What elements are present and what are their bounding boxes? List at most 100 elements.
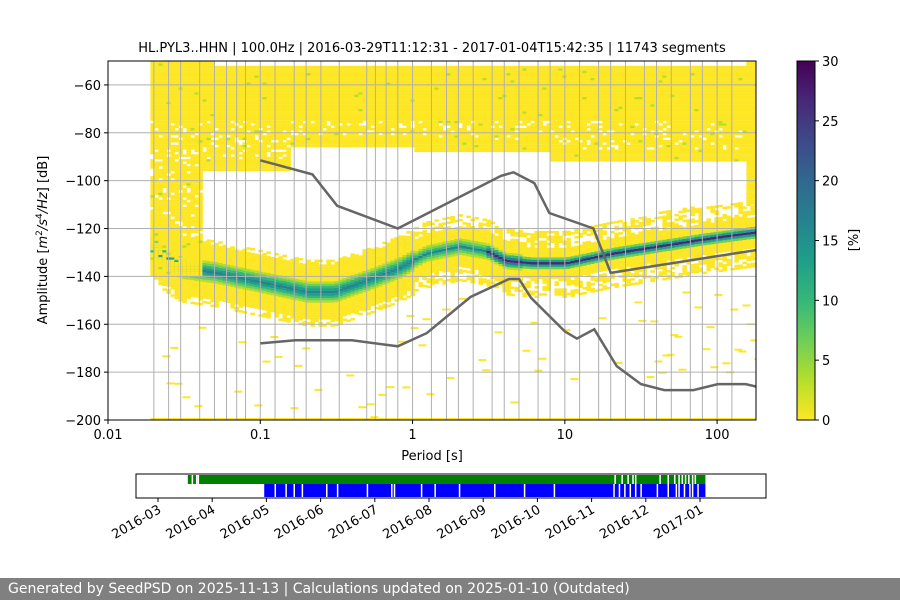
- y-tick-label: −180: [65, 366, 101, 381]
- x-tick-label: 1: [408, 428, 416, 443]
- plot-frame: [107, 60, 757, 421]
- timeline-green-gap: [614, 475, 616, 484]
- footer-text: Generated by SeedPSD on 2025-11-13 | Cal…: [8, 581, 630, 597]
- timeline-blue-bar: [264, 484, 706, 497]
- timeline-tick-label: 2016-12: [597, 502, 652, 542]
- chart-title: HL.PYL3..HHN | 100.0Hz | 2016-03-29T11:1…: [138, 41, 726, 56]
- y-tick-label: −120: [65, 223, 101, 238]
- colorbar-gradient: [796, 60, 816, 421]
- timeline-blue-gap: [689, 484, 691, 497]
- timeline-tick-label: 2016-03: [109, 502, 164, 542]
- timeline-blue-gap: [640, 484, 642, 497]
- y-tick-label: −140: [65, 270, 101, 285]
- timeline-green-gap: [673, 475, 676, 484]
- x-tick-label: 0.01: [94, 428, 123, 443]
- timeline-tick-label: 2016-09: [435, 502, 490, 542]
- timeline-blue-gap: [393, 484, 396, 497]
- timeline-green-gap: [627, 475, 629, 484]
- timeline-blue-gap: [613, 484, 615, 497]
- timeline-green-gap: [678, 475, 680, 484]
- psd-plot-area: 0.01 0.1 1 10 100 −60 −80 −100 −120 −140 −160 −180…: [35, 60, 757, 464]
- timeline-blue-gap: [293, 484, 295, 497]
- timeline-green-gap: [691, 475, 694, 484]
- timeline-blue-gap: [667, 484, 669, 497]
- timeline-green-gap: [632, 475, 634, 484]
- psd-figure: HL.PYL3..HHN | 100.0Hz | 2016-03-29T11:1…: [35, 41, 862, 543]
- y-axis-label: Amplitude [m2/s4/Hz] [dB]: [35, 156, 51, 325]
- timeline-green-gap: [694, 475, 697, 484]
- y-tick-label: −80: [74, 127, 101, 142]
- timeline-green-gap: [197, 475, 200, 484]
- timeline-green-gap: [191, 475, 194, 484]
- timeline-blue-gap: [391, 484, 393, 497]
- timeline-blue-gap: [656, 484, 659, 497]
- timeline-blue-gap: [458, 484, 461, 497]
- timeline-blue-gap: [683, 484, 686, 497]
- timeline-ticks: 2016-03 2016-04 2016-05 2016-06 2016-07 2016-…: [109, 498, 706, 543]
- timeline-blue-gap: [523, 484, 526, 497]
- colorbar-tick-label: 30: [822, 55, 839, 70]
- period-gridlines: [153, 61, 733, 420]
- timeline-tick-label: 2016-10: [489, 502, 544, 542]
- footer-status-bar: Generated by SeedPSD on 2025-11-13 | Cal…: [0, 578, 900, 600]
- colorbar-tick-label: 5: [822, 354, 830, 369]
- timeline-blue-gap: [336, 484, 339, 497]
- timeline-green-gap: [659, 475, 661, 484]
- colorbar: 0 5 10 15 20 25 30 [%]: [796, 55, 862, 429]
- timeline-blue-gap: [366, 484, 369, 497]
- timeline-blue-gap: [634, 484, 637, 497]
- y-tick-label: −60: [74, 79, 101, 94]
- x-tick-label: 10: [557, 428, 574, 443]
- y-tick-label: −160: [65, 318, 101, 333]
- timeline-blue-gap: [697, 484, 699, 497]
- timeline-blue-gap: [629, 484, 632, 497]
- timeline-blue-gap: [301, 484, 304, 497]
- timeline-frame-outline: [135, 473, 767, 499]
- colorbar-tick-label: 10: [822, 294, 839, 309]
- timeline-tick-label: 2016-04: [164, 502, 219, 542]
- timeline-green-gap: [621, 475, 623, 484]
- colorbar-ticks: 0 5 10 15 20 25 30: [815, 55, 839, 429]
- colorbar-tick-label: 25: [822, 115, 839, 130]
- timeline-blue-gap: [494, 484, 496, 497]
- y-axis-ticks: −60 −80 −100 −120 −140 −160 −180 −200: [65, 79, 108, 429]
- timeline-blue-gap: [618, 484, 621, 497]
- y-tick-label: −100: [65, 175, 101, 190]
- colorbar-label: [%]: [847, 229, 862, 252]
- timeline-blue-gap: [553, 484, 556, 497]
- timeline-green-gap: [684, 475, 687, 484]
- timeline-green-gap: [688, 475, 690, 484]
- timeline-tick-label: 2016-11: [543, 502, 598, 542]
- timeline-blue-gap: [675, 484, 678, 497]
- timeline-blue-gap: [326, 484, 328, 497]
- timeline-blue-gap: [420, 484, 423, 497]
- nlnm-model-line: [260, 277, 756, 392]
- timeline-blue-gap: [434, 484, 436, 497]
- timeline-blue-gap: [691, 484, 694, 497]
- x-tick-label: 0.1: [250, 428, 271, 443]
- x-tick-label: 100: [705, 428, 730, 443]
- y-tick-label: −200: [65, 414, 101, 429]
- timeline-green-gap: [634, 475, 637, 484]
- data-availability-timeline: 2016-03 2016-04 2016-05 2016-06 2016-07 2016-…: [109, 473, 767, 543]
- nhnm-model-line: [259, 159, 756, 275]
- timeline-green-gap: [667, 475, 669, 484]
- colorbar-tick-label: 20: [822, 175, 839, 190]
- timeline-green-gap: [195, 475, 198, 484]
- horizontal-gridlines: [108, 84, 756, 420]
- timeline-blue-gap: [285, 484, 287, 497]
- timeline-blue-gap: [624, 484, 626, 497]
- timeline-tick-label: 2016-07: [326, 502, 381, 542]
- timeline-bars: [187, 475, 706, 497]
- timeline-blue-gap: [274, 484, 277, 497]
- timeline-tick-label: 2016-08: [380, 502, 435, 542]
- timeline-tick-label: 2016-05: [218, 502, 273, 542]
- timeline-blue-gap: [678, 484, 680, 497]
- colorbar-tick-label: 15: [822, 235, 839, 250]
- colorbar-tick-label: 0: [822, 414, 830, 429]
- timeline-tick-label: 2017-01: [651, 502, 706, 542]
- x-axis-label: Period [s]: [401, 449, 463, 464]
- timeline-green-gap: [681, 475, 684, 484]
- x-axis-ticks: 0.01 0.1 1 10 100: [94, 420, 730, 443]
- timeline-green-bar: [187, 475, 706, 484]
